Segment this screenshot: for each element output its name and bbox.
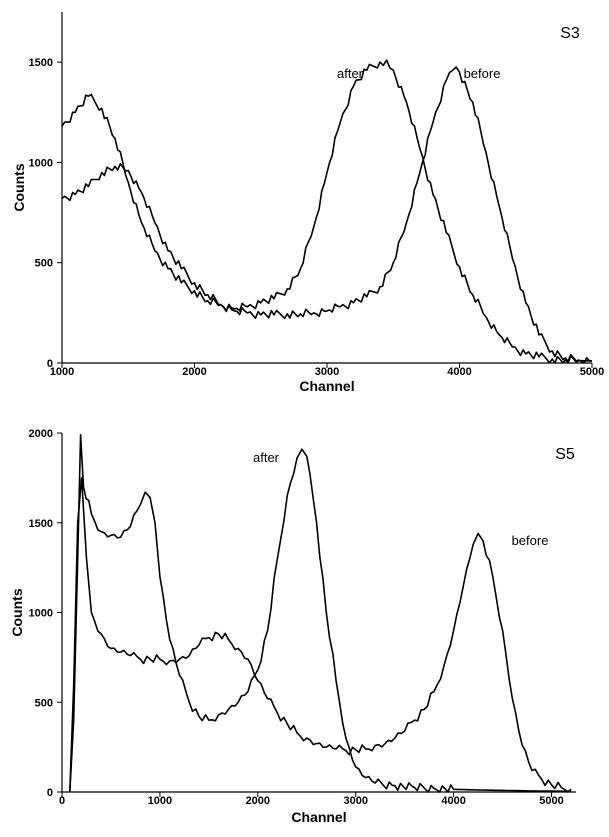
x-tick-label: 2000 xyxy=(182,366,206,378)
y-tick-label: 2000 xyxy=(29,428,53,440)
x-tick-label: 4000 xyxy=(441,795,465,807)
x-tick-label: 5000 xyxy=(580,366,604,378)
chart-panel-s5: 0 1000 2000 3000 4000 5000 0 500 1000 1500 2000 Cha… xyxy=(9,428,576,825)
y-tick-label: 0 xyxy=(47,358,53,370)
y-tick-label: 500 xyxy=(35,258,53,270)
x-axis-title: Channel xyxy=(299,378,354,394)
series-line-before-s3 xyxy=(61,66,593,364)
y-tick-label: 500 xyxy=(35,697,53,709)
series-line-before-s5 xyxy=(69,477,572,793)
series-line-after-s3 xyxy=(61,59,593,364)
x-tick-label: 4000 xyxy=(447,366,471,378)
y-tick-label: 1000 xyxy=(29,608,53,620)
y-axis-title: Counts xyxy=(11,163,27,211)
y-tick-label: 1000 xyxy=(29,157,53,169)
series-label-after: after xyxy=(253,450,280,465)
y-tick-label: 1500 xyxy=(29,518,53,530)
x-tick-label: 5000 xyxy=(539,795,563,807)
y-axis-title: Counts xyxy=(9,588,25,636)
series-label-before: before xyxy=(464,66,501,81)
panel-label: S5 xyxy=(555,446,575,463)
y-tick-label: 0 xyxy=(47,787,53,799)
y-tick-label: 1500 xyxy=(29,57,53,69)
x-tick-label: 1000 xyxy=(148,795,172,807)
x-tick-label: 0 xyxy=(59,795,65,807)
series-label-after: after xyxy=(337,66,364,81)
x-tick-label: 1000 xyxy=(50,366,74,378)
chart-panel-s3: 1000 2000 3000 4000 5000 0 500 1000 1500 Channel C… xyxy=(11,12,604,394)
series-line-after-s5 xyxy=(69,434,572,793)
x-tick-label: 3000 xyxy=(343,795,367,807)
series-label-before: before xyxy=(512,533,549,548)
x-tick-label: 3000 xyxy=(315,366,339,378)
panel-label: S3 xyxy=(560,25,580,42)
x-axis-title: Channel xyxy=(291,809,346,825)
x-tick-label: 2000 xyxy=(246,795,270,807)
